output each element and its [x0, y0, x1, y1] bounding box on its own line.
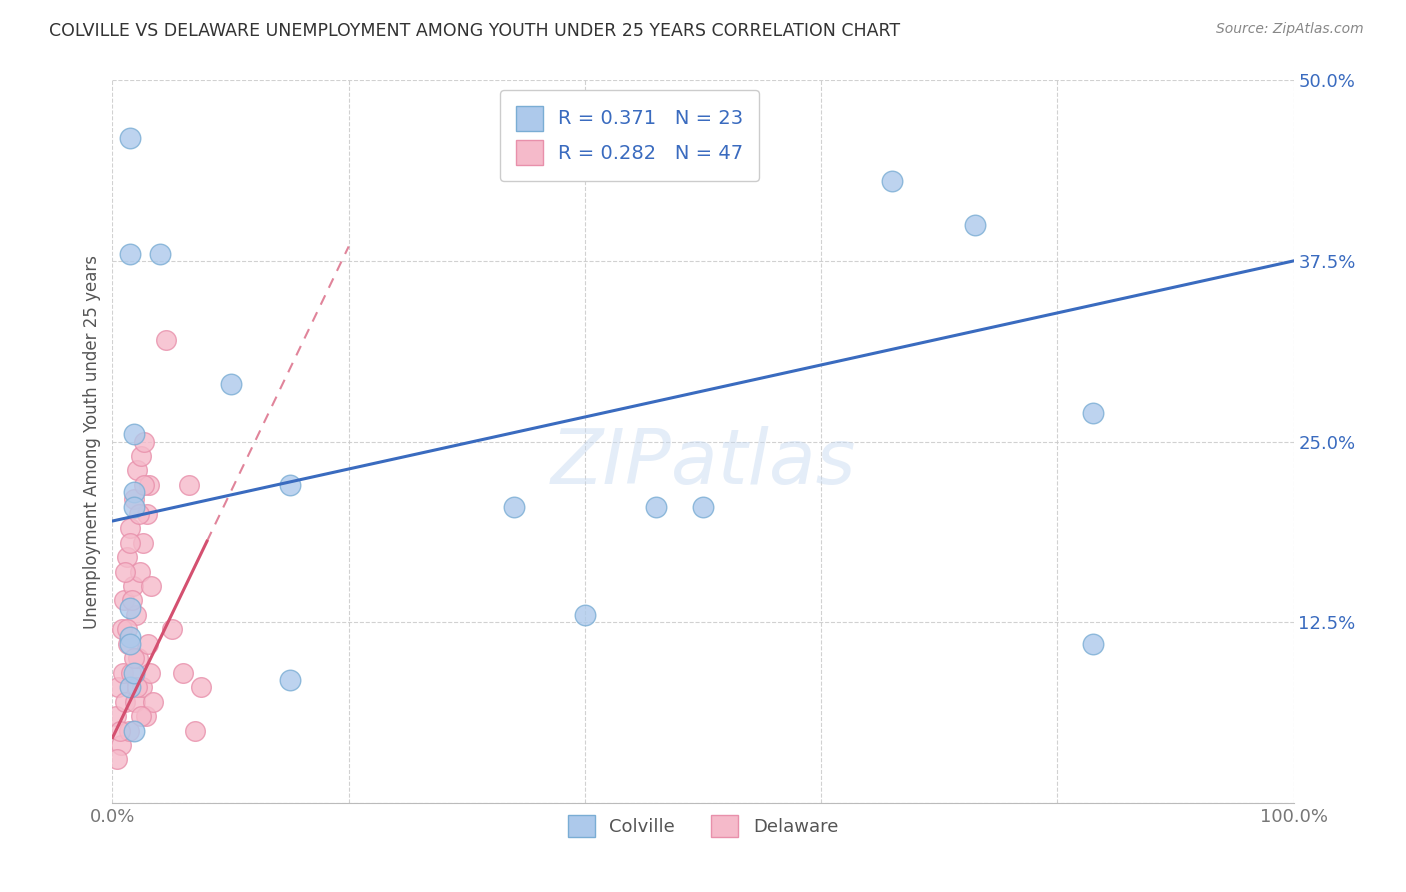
Point: [184, 723, 207, 738]
Point: [129, 449, 152, 463]
Point: [105, 752, 128, 766]
Point: [120, 630, 142, 644]
Point: [135, 709, 157, 723]
Point: [692, 500, 714, 514]
Point: [278, 478, 301, 492]
Point: [114, 695, 136, 709]
Text: Source: ZipAtlas.com: Source: ZipAtlas.com: [1216, 22, 1364, 37]
Point: [120, 680, 142, 694]
Point: [115, 550, 138, 565]
Point: [118, 723, 141, 738]
Text: ZIPatlas: ZIPatlas: [550, 426, 856, 500]
Point: [127, 651, 149, 665]
Point: [122, 492, 145, 507]
Point: [138, 478, 160, 492]
Point: [278, 673, 301, 687]
Legend: Colville, Delaware: Colville, Delaware: [561, 808, 845, 845]
Point: [107, 680, 129, 694]
Point: [1081, 637, 1104, 651]
Point: [122, 427, 145, 442]
Y-axis label: Unemployment Among Youth under 25 years: Unemployment Among Youth under 25 years: [83, 254, 101, 629]
Point: [149, 246, 172, 260]
Point: [127, 463, 149, 477]
Point: [118, 535, 141, 549]
Point: [122, 723, 145, 738]
Point: [125, 607, 148, 622]
Point: [112, 665, 135, 680]
Point: [141, 579, 163, 593]
Point: [120, 637, 142, 651]
Point: [131, 680, 153, 694]
Point: [122, 665, 145, 680]
Point: [124, 695, 146, 709]
Point: [644, 500, 666, 514]
Point: [135, 507, 157, 521]
Point: [574, 607, 596, 622]
Point: [503, 500, 526, 514]
Point: [110, 738, 132, 752]
Point: [117, 623, 138, 637]
Point: [117, 637, 139, 651]
Point: [121, 579, 143, 593]
Point: [139, 665, 162, 680]
Point: [142, 695, 165, 709]
Point: [128, 507, 150, 521]
Point: [122, 500, 145, 514]
Point: [120, 521, 142, 535]
Point: [121, 593, 143, 607]
Point: [125, 680, 148, 694]
Point: [132, 478, 155, 492]
Point: [120, 131, 142, 145]
Point: [1081, 406, 1104, 420]
Point: [120, 246, 142, 260]
Point: [136, 637, 159, 651]
Point: [963, 218, 986, 232]
Point: [160, 623, 183, 637]
Point: [105, 709, 128, 723]
Point: [120, 600, 142, 615]
Point: [112, 593, 135, 607]
Point: [111, 623, 134, 637]
Point: [155, 334, 177, 348]
Point: [128, 565, 150, 579]
Point: [108, 723, 131, 738]
Point: [179, 478, 201, 492]
Point: [124, 651, 146, 665]
Point: [114, 565, 136, 579]
Point: [131, 709, 153, 723]
Point: [122, 485, 145, 500]
Point: [132, 535, 155, 549]
Point: [880, 174, 903, 188]
Point: [134, 434, 156, 449]
Point: [120, 665, 142, 680]
Point: [172, 665, 194, 680]
Text: COLVILLE VS DELAWARE UNEMPLOYMENT AMONG YOUTH UNDER 25 YEARS CORRELATION CHART: COLVILLE VS DELAWARE UNEMPLOYMENT AMONG …: [49, 22, 900, 40]
Point: [219, 376, 242, 391]
Point: [190, 680, 212, 694]
